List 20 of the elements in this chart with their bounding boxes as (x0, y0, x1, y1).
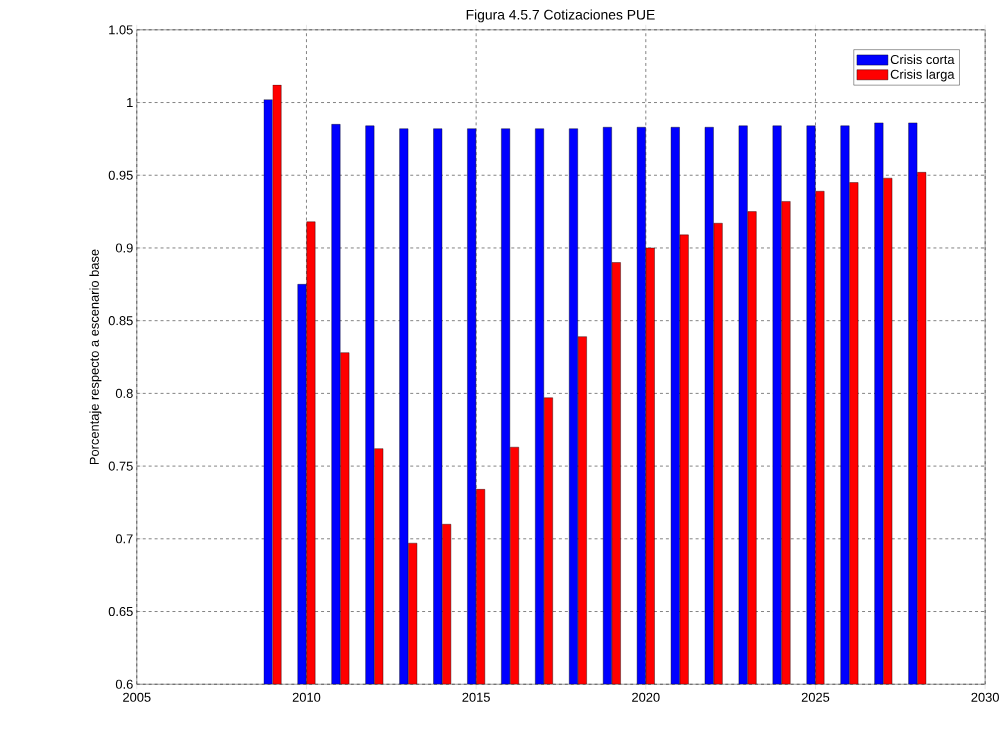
chart-title: Figura 4.5.7 Cotizaciones PUE (466, 9, 655, 23)
y-tick-label: 0.7 (115, 534, 133, 544)
y-tick-label: 0.9 (115, 243, 133, 253)
y-tick-label: 0.75 (108, 461, 133, 471)
y-tick-label: 1.05 (109, 25, 133, 35)
y-tick-label: 0.95 (108, 170, 133, 180)
y-tick-label: 0.65 (108, 606, 133, 617)
y-axis-title: Porcentaje respecto a escenario base (89, 249, 102, 465)
y-tick-label: 0.8 (115, 388, 133, 398)
y-tick-label: 0.85 (108, 316, 133, 326)
y-tick-label: 0.6 (115, 679, 133, 689)
x-tick-label: 2010 (292, 692, 321, 702)
legend-label: Crisis corta (890, 54, 955, 65)
x-tick-label: 2025 (801, 692, 830, 702)
legend-label: Crisis larga (890, 69, 955, 82)
y-tick-label: 1 (127, 98, 133, 107)
x-tick-label: 2020 (632, 692, 660, 702)
x-tick-label: 2030 (971, 692, 999, 702)
x-tick-label: 2005 (123, 692, 151, 702)
x-tick-label: 2015 (462, 692, 490, 702)
